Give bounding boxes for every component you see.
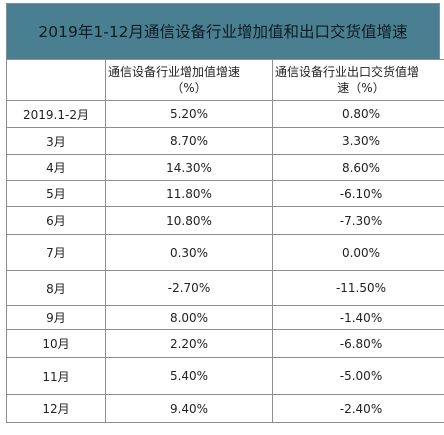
table-row: 10月 2.20% -6.80% bbox=[6, 329, 444, 358]
header-export-line1: 通信设备行业出口交货值增 bbox=[275, 65, 420, 79]
row-value-added: 14.30% bbox=[105, 154, 273, 181]
table-header-row: 通信设备行业增加值增速 （%） 通信设备行业出口交货值增 速（%） bbox=[6, 59, 444, 101]
growth-table: 通信设备行业增加值增速 （%） 通信设备行业出口交货值增 速（%） 2019.1… bbox=[6, 59, 444, 423]
row-month: 3月 bbox=[6, 127, 106, 155]
row-month: 2019.1-2月 bbox=[6, 100, 106, 128]
header-value-added-line1: 通信设备行业增加值增速 bbox=[108, 65, 241, 79]
table-row: 8月 -2.70% -11.50% bbox=[6, 270, 444, 306]
row-value-added: 11.80% bbox=[105, 180, 273, 207]
row-month: 7月 bbox=[6, 234, 106, 271]
header-value-added-line2: （%） bbox=[171, 81, 207, 95]
row-export: 0.00% bbox=[272, 234, 444, 271]
row-month: 9月 bbox=[6, 305, 106, 330]
row-export: -5.00% bbox=[272, 357, 444, 395]
table-row: 9月 8.00% -1.40% bbox=[6, 305, 444, 330]
header-export: 通信设备行业出口交货值增 速（%） bbox=[272, 59, 444, 101]
row-month: 8月 bbox=[6, 270, 106, 306]
header-export-line2: 速（%） bbox=[337, 81, 385, 95]
row-value-added: 8.00% bbox=[105, 305, 273, 330]
row-value-added: 9.40% bbox=[105, 394, 273, 423]
row-value-added: -2.70% bbox=[105, 270, 273, 306]
table-row: 2019.1-2月 5.20% 0.80% bbox=[6, 100, 444, 128]
row-value-added: 5.20% bbox=[105, 100, 273, 128]
row-export: -2.40% bbox=[272, 394, 444, 423]
row-value-added: 10.80% bbox=[105, 206, 273, 235]
table-row: 5月 11.80% -6.10% bbox=[6, 180, 444, 207]
row-month: 5月 bbox=[6, 180, 106, 207]
header-value-added: 通信设备行业增加值增速 （%） bbox=[105, 59, 273, 101]
row-export: -6.10% bbox=[272, 180, 444, 207]
header-month bbox=[6, 59, 106, 101]
row-value-added: 8.70% bbox=[105, 127, 273, 155]
growth-table-container: 2019年1-12月通信设备行业增加值和出口交货值增速 通信设备行业增加值增速 … bbox=[6, 3, 444, 423]
row-value-added: 0.30% bbox=[105, 234, 273, 271]
row-export: -7.30% bbox=[272, 206, 444, 235]
row-month: 6月 bbox=[6, 206, 106, 235]
row-month: 10月 bbox=[6, 329, 106, 358]
row-export: 8.60% bbox=[272, 154, 444, 181]
row-export: -6.80% bbox=[272, 329, 444, 358]
row-export: -11.50% bbox=[272, 270, 444, 306]
row-month: 12月 bbox=[6, 394, 106, 423]
table-row: 7月 0.30% 0.00% bbox=[6, 234, 444, 271]
table-row: 6月 10.80% -7.30% bbox=[6, 206, 444, 235]
row-export: -1.40% bbox=[272, 305, 444, 330]
row-export: 0.80% bbox=[272, 100, 444, 128]
row-month: 4月 bbox=[6, 154, 106, 181]
table-row: 11月 5.40% -5.00% bbox=[6, 357, 444, 395]
row-month: 11月 bbox=[6, 357, 106, 395]
row-value-added: 2.20% bbox=[105, 329, 273, 358]
table-row: 4月 14.30% 8.60% bbox=[6, 154, 444, 181]
row-value-added: 5.40% bbox=[105, 357, 273, 395]
row-export: 3.30% bbox=[272, 127, 444, 155]
table-row: 3月 8.70% 3.30% bbox=[6, 127, 444, 155]
table-title: 2019年1-12月通信设备行业增加值和出口交货值增速 bbox=[6, 3, 440, 59]
table-row: 12月 9.40% -2.40% bbox=[6, 394, 444, 423]
